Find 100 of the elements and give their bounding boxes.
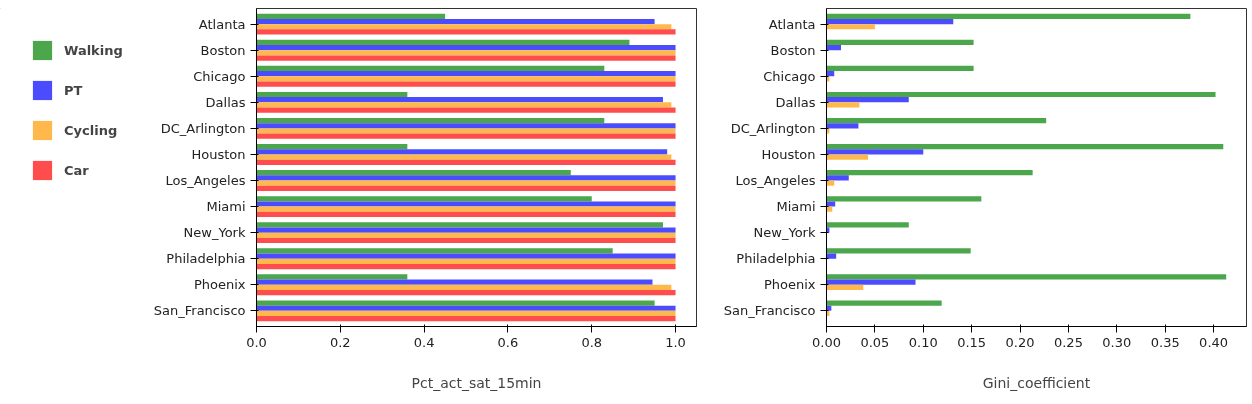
bar [826,102,860,108]
bar [256,290,676,296]
bar [256,159,676,165]
bar [256,211,676,218]
bar [256,154,672,160]
bar [826,201,836,207]
legend-label: Walking [64,42,123,58]
bar [256,180,676,186]
x-tick-label: 0.2 [329,334,351,350]
y-tick-label: Phoenix [763,277,816,293]
bar [256,24,672,30]
x-tick-label: 0.25 [1053,334,1083,350]
bar [826,279,916,285]
bar [256,237,676,244]
bar [826,18,954,25]
legend-label: Car [64,162,89,178]
y-tick-label: Los_Angeles [165,173,246,189]
bar [826,170,1033,176]
bar [826,44,842,51]
bar [826,39,974,45]
bar [256,149,668,155]
bar [256,232,676,238]
bar [256,91,408,98]
bar [256,44,676,51]
x-tick-label: 0.4 [413,334,435,350]
x-tick-label: 0.15 [957,334,987,350]
bar [256,50,676,56]
bar [256,222,663,228]
bar [256,76,676,82]
x-tick-label: 0.6 [497,334,519,350]
bar [256,279,653,285]
bar [826,91,1216,98]
y-tick-label: Miami [206,199,246,215]
x-tick-label: 0.10 [908,334,938,350]
y-tick-label: Chicago [193,68,246,84]
x-tick-label: 0.20 [1005,334,1035,350]
bar [256,300,655,306]
y-tick-label: Houston [191,146,246,162]
y-tick-label: Dallas [775,94,816,110]
bar [826,175,849,181]
bar [256,18,655,25]
bar [256,201,676,207]
y-tick-label: New_York [753,225,816,241]
bar [256,284,672,291]
x-tick-label: 0.8 [581,334,603,350]
x-tick-label: 0.30 [1102,334,1132,350]
bar [256,248,613,254]
bar [256,185,676,191]
bar [826,222,909,228]
x-axis-title: Gini_coefficient [982,374,1091,391]
bar [256,263,676,270]
bar [256,258,676,264]
y-tick-label: New_York [183,225,246,241]
bar [256,65,605,72]
y-tick-label: San_Francisco [723,303,816,319]
bar [826,24,875,30]
bar [256,206,676,212]
y-tick-label: Boston [200,42,246,58]
x-axis-title: Pct_act_sat_15min [411,374,542,391]
y-tick-label: Miami [776,199,816,215]
bar [826,117,1047,124]
y-tick-label: Atlanta [768,16,816,32]
bar [256,170,571,176]
x-tick-label: 0.05 [860,334,890,350]
bar [826,65,974,72]
y-tick-label: Philadelphia [166,251,246,267]
bar [256,13,446,19]
bar [256,29,676,35]
bar [256,196,592,202]
legend-label: PT [64,82,84,98]
bar [256,97,663,103]
bar [826,123,859,129]
bar [256,123,676,129]
bar [826,154,869,160]
bar [256,117,605,124]
bar [826,13,1191,19]
y-tick-label: Dallas [205,94,246,110]
bar [826,274,1227,280]
bar [826,300,942,306]
bar [256,71,676,77]
y-tick-label: DC_Arlington [730,120,816,136]
x-tick-label: 0.00 [812,334,841,350]
bar [826,144,1224,150]
legend-label: Cycling [64,122,118,138]
bar [256,128,676,134]
y-tick-label: Boston [770,42,816,58]
y-tick-label: Houston [761,146,816,162]
bar [826,149,924,155]
x-tick-label: 0.0 [246,334,267,350]
bar [256,107,676,113]
bar [256,55,676,61]
bar [826,196,982,202]
bar [256,253,676,259]
bar [256,144,408,150]
bar [256,81,676,87]
x-tick-label: 0.35 [1150,334,1180,350]
y-tick-label: Atlanta [198,16,246,32]
x-tick-label: 0.40 [1199,334,1229,350]
x-tick-label: 1.0 [665,334,686,350]
y-tick-label: Philadelphia [736,251,816,267]
